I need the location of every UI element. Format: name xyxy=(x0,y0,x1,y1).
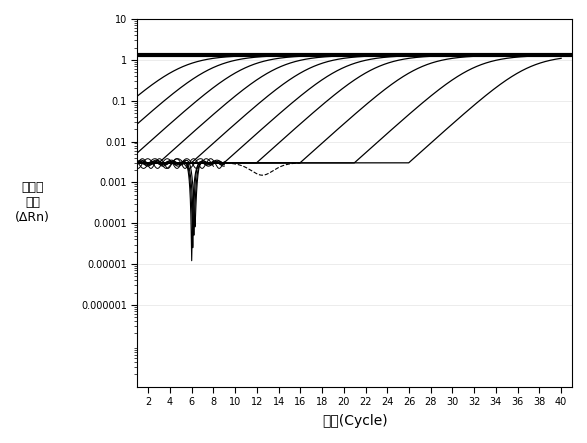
X-axis label: 循环(Cycle): 循环(Cycle) xyxy=(322,414,387,428)
Y-axis label: 相对荧
光量
(ΔRn): 相对荧 光量 (ΔRn) xyxy=(15,181,50,224)
